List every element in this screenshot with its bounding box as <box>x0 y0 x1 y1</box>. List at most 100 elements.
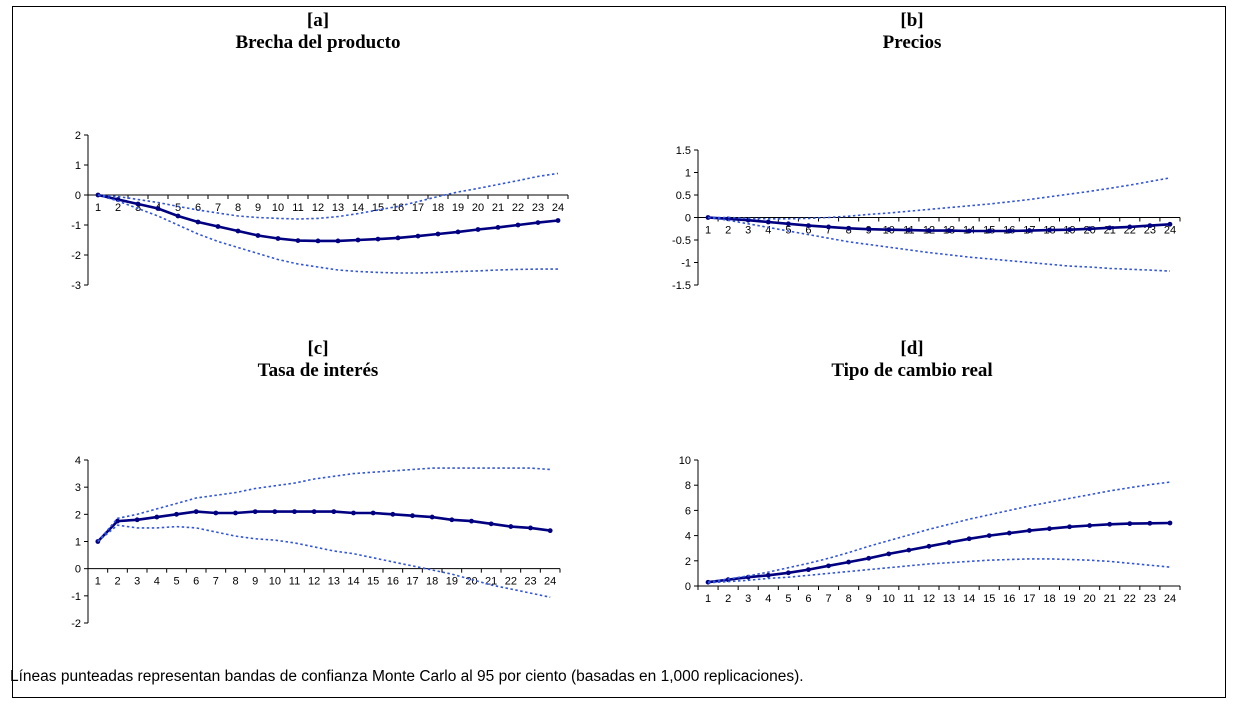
panel-a-x-tick-label: 13 <box>332 202 344 214</box>
panel-c-x-tick-label: 24 <box>544 576 556 588</box>
panel-b-estimate-point <box>986 228 992 234</box>
panel-a-estimate-line <box>97 193 559 243</box>
panel-d-y-tick-label: 8 <box>685 480 691 492</box>
panel-c-estimate-point <box>469 518 474 524</box>
panel-c-estimate-point <box>429 514 435 520</box>
panel-b-estimate-point <box>866 226 872 232</box>
panel-c-x-tick-label: 22 <box>505 576 517 588</box>
panel-d-estimate-point <box>906 547 912 553</box>
panel-c-y-tick-label: -2 <box>71 618 81 630</box>
panel-b-estimate-point <box>1047 227 1052 233</box>
panel-c-estimate-point <box>174 511 179 517</box>
panel-c-x-tick-label: 21 <box>485 576 497 588</box>
panel-d: [d] Tipo de cambio real 10 8 6 4 2 0 1 2 3 4 5 6 7 8 9… <box>612 338 1212 658</box>
panel-d-estimate-point <box>765 572 771 578</box>
panel-a-label: [a] <box>306 10 330 31</box>
panel-c-estimate-point <box>134 517 140 523</box>
panel-b-y-tick-label: 1 <box>685 168 691 180</box>
panel-d-x-tick-label: 14 <box>963 593 975 605</box>
panel-b-x-tick-label: 7 <box>825 225 831 237</box>
panel-d-x-tick-label: 15 <box>983 593 995 605</box>
panel-d-estimate-point <box>1107 521 1113 527</box>
panel-d-estimate-point <box>886 551 892 557</box>
panel-d-x-tick-label: 9 <box>866 593 872 605</box>
panel-c-title: Tasa de interés <box>257 360 379 381</box>
panel-d-estimate-point <box>946 540 952 545</box>
panel-a-y-tick-label: 1 <box>75 160 81 172</box>
panel-a-estimate-point <box>535 220 541 226</box>
panel-c-estimate-point <box>488 521 494 527</box>
panel-a-estimate-point <box>215 224 221 229</box>
panel-c-estimate-point <box>311 509 317 515</box>
panel-d-y-tick-label: 0 <box>685 581 691 593</box>
panel-b-estimate-point <box>1006 228 1012 234</box>
panel-d-x-tick-label: 6 <box>805 593 811 605</box>
panel-d-x-tick-label: 12 <box>923 593 935 605</box>
panel-d-x-tick-label: 4 <box>765 593 771 605</box>
panel-b-chart: 1.510.50-0.5-1-1.51234567891011121314151… <box>672 145 1181 292</box>
panel-c-x-tick-label: 19 <box>446 576 458 588</box>
panel-c-x-tick-label: 2 <box>114 576 120 588</box>
footnote: Líneas punteadas representan bandas de c… <box>10 668 804 685</box>
panel-c-x-tick-label: 15 <box>367 576 379 588</box>
panel-c-y-tick-label: 4 <box>75 455 81 467</box>
panel-b-estimate-point <box>1127 224 1133 230</box>
panel-a-x-tick-label: 7 <box>215 202 221 214</box>
panel-a-x-tick-label: 8 <box>235 202 241 214</box>
panel-d-x-tick-label: 18 <box>1043 593 1055 605</box>
panel-b-y-tick-label: -1 <box>681 258 691 270</box>
panel-c-estimate-point <box>449 517 455 523</box>
panel-d-y-tick-label: 10 <box>679 455 691 467</box>
panel-a-x-tick-label: 9 <box>255 202 261 214</box>
panel-a-x-tick-label: 10 <box>272 202 284 214</box>
panel-c-estimate-point <box>233 510 238 516</box>
figure-frame <box>12 6 1226 698</box>
panel-a-x-tick-label: 11 <box>292 202 303 214</box>
panel-c-estimate-point <box>115 518 120 524</box>
panel-b-estimate-point <box>806 223 811 229</box>
panel-d-x-tick-label: 19 <box>1063 593 1075 605</box>
panel-b-estimate-point <box>846 225 852 231</box>
panel-c-x-tick-label: 16 <box>387 576 399 588</box>
panel-c-estimate-point <box>154 514 160 520</box>
panel-c-x-tick-label: 20 <box>465 576 477 588</box>
panel-a-estimate-point <box>315 238 321 244</box>
panel-a-estimate-point <box>375 236 381 242</box>
panel-c-estimate-point <box>508 524 514 529</box>
panel-a-estimate-point <box>515 222 521 228</box>
panel-d-x-tick-label: 2 <box>725 593 731 605</box>
panel-b-y-tick-label: -1.5 <box>672 280 691 292</box>
panel-d-x-tick-label: 5 <box>785 593 791 605</box>
panel-a-x-tick-label: 14 <box>352 202 364 214</box>
panel-a-x-tick-label: 12 <box>312 202 324 214</box>
panel-d-label: [d] <box>900 338 924 359</box>
panel-b-estimate-point <box>1026 228 1032 233</box>
panel-b-estimate-point <box>886 227 892 233</box>
panel-c-label: [c] <box>307 338 329 359</box>
panel-a-estimate-point <box>275 236 281 241</box>
panel-c-x-tick-label: 10 <box>269 576 281 588</box>
panel-b-y-tick-label: 1.5 <box>676 145 691 157</box>
panel-d-estimate-point <box>1127 521 1133 527</box>
panel-c-x-tick-label: 11 <box>289 576 300 588</box>
panel-a-estimate-point <box>355 237 361 243</box>
panel-d-lower-band-line <box>707 558 1171 584</box>
panel-d-estimate-point <box>846 559 852 565</box>
panel-a-x-tick-label: 18 <box>432 202 444 214</box>
panel-b-x-tick-label: 6 <box>805 225 811 237</box>
panel-d-x-tick-label: 7 <box>825 593 831 605</box>
panel-d-upper-band-line <box>707 481 1171 583</box>
panel-a-estimate-point <box>455 229 461 235</box>
panel-d-estimate-point <box>1147 520 1153 526</box>
panel-b-y-tick-label: -0.5 <box>672 235 691 247</box>
panel-c-estimate-point <box>410 513 415 519</box>
panel-c-x-tick-label: 9 <box>252 576 258 588</box>
panel-a-estimate-point <box>235 228 241 234</box>
panel-a-estimate-point <box>195 219 201 225</box>
panel-a-estimate-point <box>295 238 301 244</box>
panel-a-y-tick-label: 0 <box>75 190 81 202</box>
panel-a-estimate-point <box>335 238 341 244</box>
panel-d-x-tick-label: 11 <box>903 593 914 605</box>
panel-c-estimate-point <box>272 509 278 515</box>
panel-d-estimate-point <box>986 533 992 538</box>
